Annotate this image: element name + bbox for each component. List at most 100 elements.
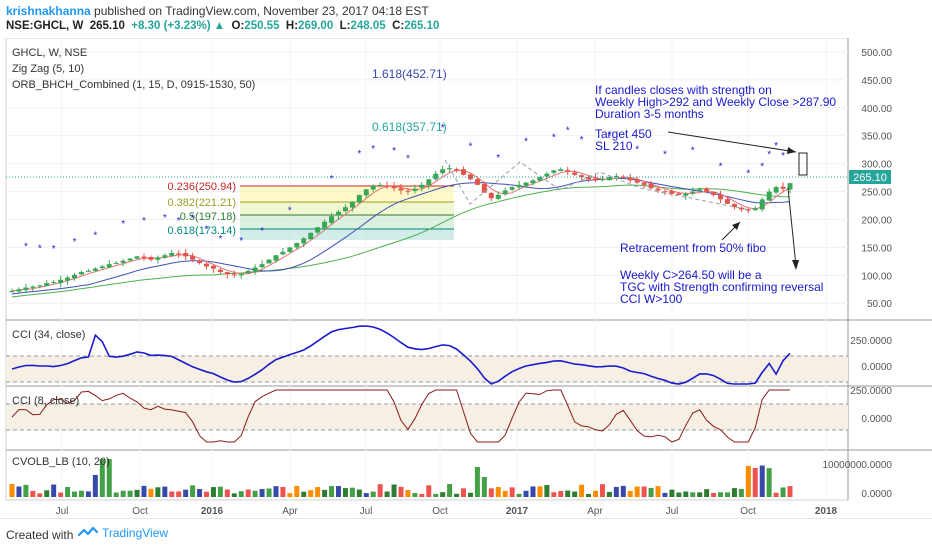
volume-bar	[273, 486, 279, 497]
low-label: L:	[339, 20, 351, 32]
fib-label-0236: 0.236(250.94)	[168, 181, 237, 193]
signal-star-icon: *	[469, 141, 473, 152]
volume-bar	[523, 490, 529, 497]
volume-bar	[697, 492, 703, 497]
volume-bar	[724, 492, 730, 497]
volume-bar	[342, 488, 348, 497]
volume-bar	[363, 493, 369, 497]
cci8-line	[11, 389, 790, 443]
volume-bar	[377, 484, 383, 497]
candle-body	[120, 260, 126, 263]
open-label: O:	[231, 20, 245, 32]
volume-bar	[169, 491, 175, 497]
legend-orb: ORB_BHCH_Combined (1, 15, D, 0915-1530, …	[12, 79, 255, 91]
volume-bar	[384, 491, 390, 497]
volume-bar	[197, 489, 203, 497]
volume-bar	[495, 487, 501, 497]
signal-star-icon: *	[73, 237, 77, 248]
note-cond1: If candles closes with strength on	[595, 83, 772, 97]
candle-body	[530, 180, 536, 184]
candle-body	[301, 238, 307, 244]
time-tick-label: Apr	[587, 506, 603, 517]
arrowhead-icon	[732, 222, 740, 230]
time-tick-label: Oct	[740, 506, 756, 517]
signal-star-icon: *	[288, 205, 292, 216]
fib-retracement: 0.236(250.94) 0.382(221.21) 0.5(197.18) …	[168, 181, 454, 240]
volume-bar	[627, 491, 633, 497]
candle-body	[245, 270, 251, 274]
candle-body	[648, 183, 654, 189]
candle-body	[217, 269, 223, 272]
candle-body	[509, 187, 515, 190]
signal-star-icon: *	[142, 216, 146, 227]
volume-bar	[322, 489, 328, 497]
time-tick-label: 2016	[201, 506, 224, 517]
volume-bar	[280, 486, 286, 497]
candle-body	[391, 185, 397, 189]
candle-body	[766, 191, 772, 201]
candle-body	[724, 199, 730, 204]
volume-bar	[502, 490, 508, 497]
signal-star-icon: *	[760, 161, 764, 172]
author-link[interactable]: krishnakhanna	[6, 4, 91, 18]
pane-tick-label: 10000000.0000	[822, 460, 892, 471]
candle-body	[787, 183, 793, 190]
volume-bar	[294, 486, 300, 497]
volume-bar	[704, 489, 710, 497]
time-tick-label: Jul	[360, 506, 373, 517]
candle-body	[127, 258, 133, 261]
pane-tick-label: 250.0000	[850, 336, 892, 347]
price-tick-label: 50.00	[867, 299, 892, 310]
signal-star-icon: *	[121, 219, 125, 230]
candle-body	[183, 253, 189, 257]
volume-bar	[210, 487, 216, 497]
candle-body	[287, 247, 293, 252]
volume-bar	[718, 492, 724, 497]
volume-bar	[183, 489, 189, 497]
volume-bar	[773, 492, 779, 497]
volume-bar	[252, 490, 258, 497]
volume-bar	[731, 488, 737, 497]
note-weekly3: CCI W>100	[620, 292, 683, 306]
volume-bar	[148, 488, 154, 497]
volume-bar	[586, 493, 592, 497]
volume-bar	[266, 488, 272, 497]
candle-body	[454, 169, 460, 171]
candle-body	[210, 265, 216, 269]
last-price: 265.10	[89, 20, 125, 32]
candle-body	[273, 255, 279, 261]
chart-svg[interactable]: 0.236(250.94) 0.382(221.21) 0.5(197.18) …	[0, 38, 932, 518]
volume-bar	[335, 486, 341, 497]
volume-bar	[766, 468, 772, 497]
fib-zone-3	[240, 215, 454, 229]
signal-star-icon: *	[566, 125, 570, 136]
volume-bar	[155, 487, 161, 497]
volume-bar	[65, 486, 71, 497]
candle-body	[204, 263, 209, 267]
candle-body	[599, 179, 605, 181]
candle-body	[718, 195, 724, 200]
candle-body	[641, 182, 647, 185]
legend-symbol: GHCL, W, NSE	[12, 47, 87, 59]
volume-bar	[287, 493, 293, 497]
volume-bar	[370, 491, 376, 497]
candle-body	[58, 279, 64, 284]
volume-bar	[419, 493, 425, 497]
volume-bar	[72, 491, 78, 497]
published-text: published on TradingView.com, November 2…	[94, 4, 429, 18]
low-value: 248.05	[350, 20, 386, 32]
volume-bar	[224, 489, 230, 497]
tradingview-link[interactable]: TradingView	[78, 526, 168, 540]
candle-body	[134, 256, 140, 259]
candle-body	[474, 179, 480, 185]
volume-bar	[690, 492, 696, 497]
candle-body	[579, 175, 585, 178]
volume-bar	[648, 488, 654, 497]
candle-body	[16, 289, 22, 292]
volume-bar	[745, 465, 751, 497]
fib-label-05: 0.5(197.18)	[180, 211, 236, 223]
signal-star-icon: *	[371, 144, 375, 155]
candle-body	[155, 257, 161, 260]
volume-bar	[127, 490, 133, 497]
candle-body	[280, 251, 286, 255]
